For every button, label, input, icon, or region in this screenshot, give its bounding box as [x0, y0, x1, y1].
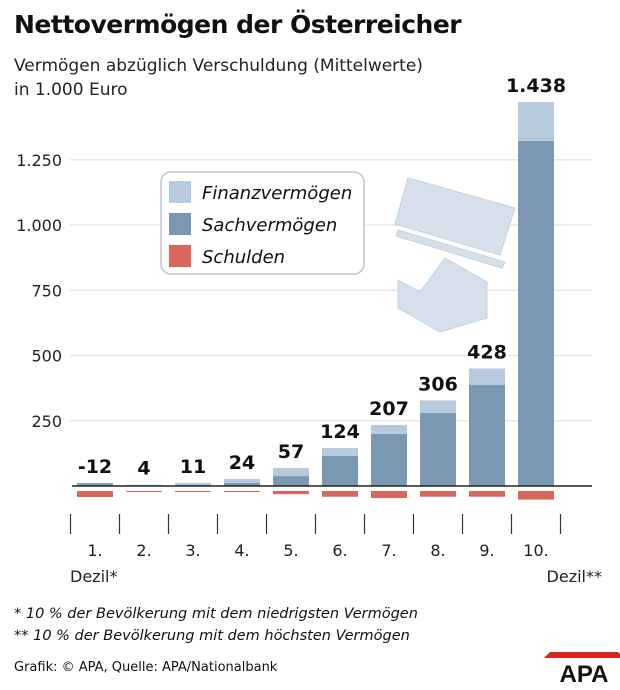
bar-sach — [77, 483, 113, 486]
net-value-label: 1.438 — [506, 75, 566, 97]
bar-schulden — [322, 491, 358, 497]
net-value-label: 428 — [467, 342, 507, 364]
bar-schulden — [77, 491, 113, 498]
category-label: 7. — [381, 541, 396, 560]
bar-sach — [371, 433, 407, 486]
chart-svg: 250 500 750 1.000 1.250 Finanzvermögen Sachver… — [16, 75, 602, 586]
y-tick-label: 1.000 — [16, 216, 62, 235]
bar-finanz — [420, 400, 456, 413]
bar-sach — [420, 412, 456, 486]
bar-finanz — [175, 482, 211, 485]
category-label: 6. — [332, 541, 347, 560]
net-value-label: 124 — [320, 421, 360, 443]
source-text: Grafik: © APA, Quelle: APA/Nationalbank — [14, 660, 278, 675]
bar-sach — [469, 384, 505, 486]
footnote-1: * 10 % der Bevölkerung mit dem niedrigst… — [14, 606, 418, 622]
chart-subtitle: Vermögen abzüglich Verschuldung (Mittelw… — [14, 56, 423, 76]
category-sublabel-last: Dezil** — [547, 567, 602, 586]
net-value-label: 11 — [180, 456, 206, 478]
net-value-label: 207 — [369, 398, 409, 420]
category-label: 8. — [430, 541, 445, 560]
legend-swatch — [169, 181, 191, 203]
category-label: 5. — [283, 541, 298, 560]
bar-sach — [322, 455, 358, 486]
category-label: 3. — [185, 541, 200, 560]
net-value-label: 57 — [278, 441, 304, 463]
legend-label: Sachvermögen — [202, 215, 337, 236]
legend-box — [160, 171, 365, 275]
bar-schulden — [420, 491, 456, 497]
money-house-illustration — [394, 177, 516, 333]
bar-sach — [224, 482, 260, 486]
bar-schulden — [175, 491, 211, 492]
bar-finanz — [126, 484, 162, 486]
legend-swatch — [169, 213, 191, 235]
bar-schulden — [469, 491, 505, 497]
bar-finanz — [469, 368, 505, 385]
legend-swatch — [169, 245, 191, 267]
apa-logo: APA — [544, 652, 620, 688]
category-label: 10. — [523, 541, 548, 560]
legend-label: Schulden — [202, 247, 285, 268]
bar-sach — [518, 140, 554, 486]
net-value-label: -12 — [78, 456, 112, 478]
footnote-2: ** 10 % der Bevölkerung mit dem höchsten… — [14, 628, 410, 644]
chart-unit: in 1.000 Euro — [14, 80, 128, 100]
bar-finanz — [224, 478, 260, 483]
bar-schulden — [224, 491, 260, 492]
legend-label: Finanzvermögen — [202, 183, 352, 204]
category-label: 4. — [234, 541, 249, 560]
y-tick-label: 500 — [31, 347, 62, 366]
category-label: 1. — [87, 541, 102, 560]
bar-finanz — [371, 424, 407, 434]
y-tick-label: 750 — [31, 281, 62, 300]
category-sublabel-first: Dezil* — [70, 567, 117, 586]
bar-sach — [273, 476, 309, 486]
svg-text:APA: APA — [560, 661, 609, 688]
bar-schulden — [126, 491, 162, 492]
bar-schulden — [371, 491, 407, 499]
net-value-label: 24 — [229, 452, 255, 474]
bar-schulden — [273, 491, 309, 495]
bar-schulden — [518, 491, 554, 500]
bar-finanz — [518, 102, 554, 141]
y-tick-label: 250 — [31, 412, 62, 431]
y-tick-label: 1.250 — [16, 151, 62, 170]
bar-finanz — [322, 447, 358, 456]
category-label: 2. — [136, 541, 151, 560]
net-value-label: 306 — [418, 373, 458, 395]
net-value-label: 4 — [137, 458, 150, 480]
category-label: 9. — [479, 541, 494, 560]
chart-title: Nettovermögen der Österreicher — [14, 10, 462, 39]
bar-finanz — [273, 467, 309, 477]
